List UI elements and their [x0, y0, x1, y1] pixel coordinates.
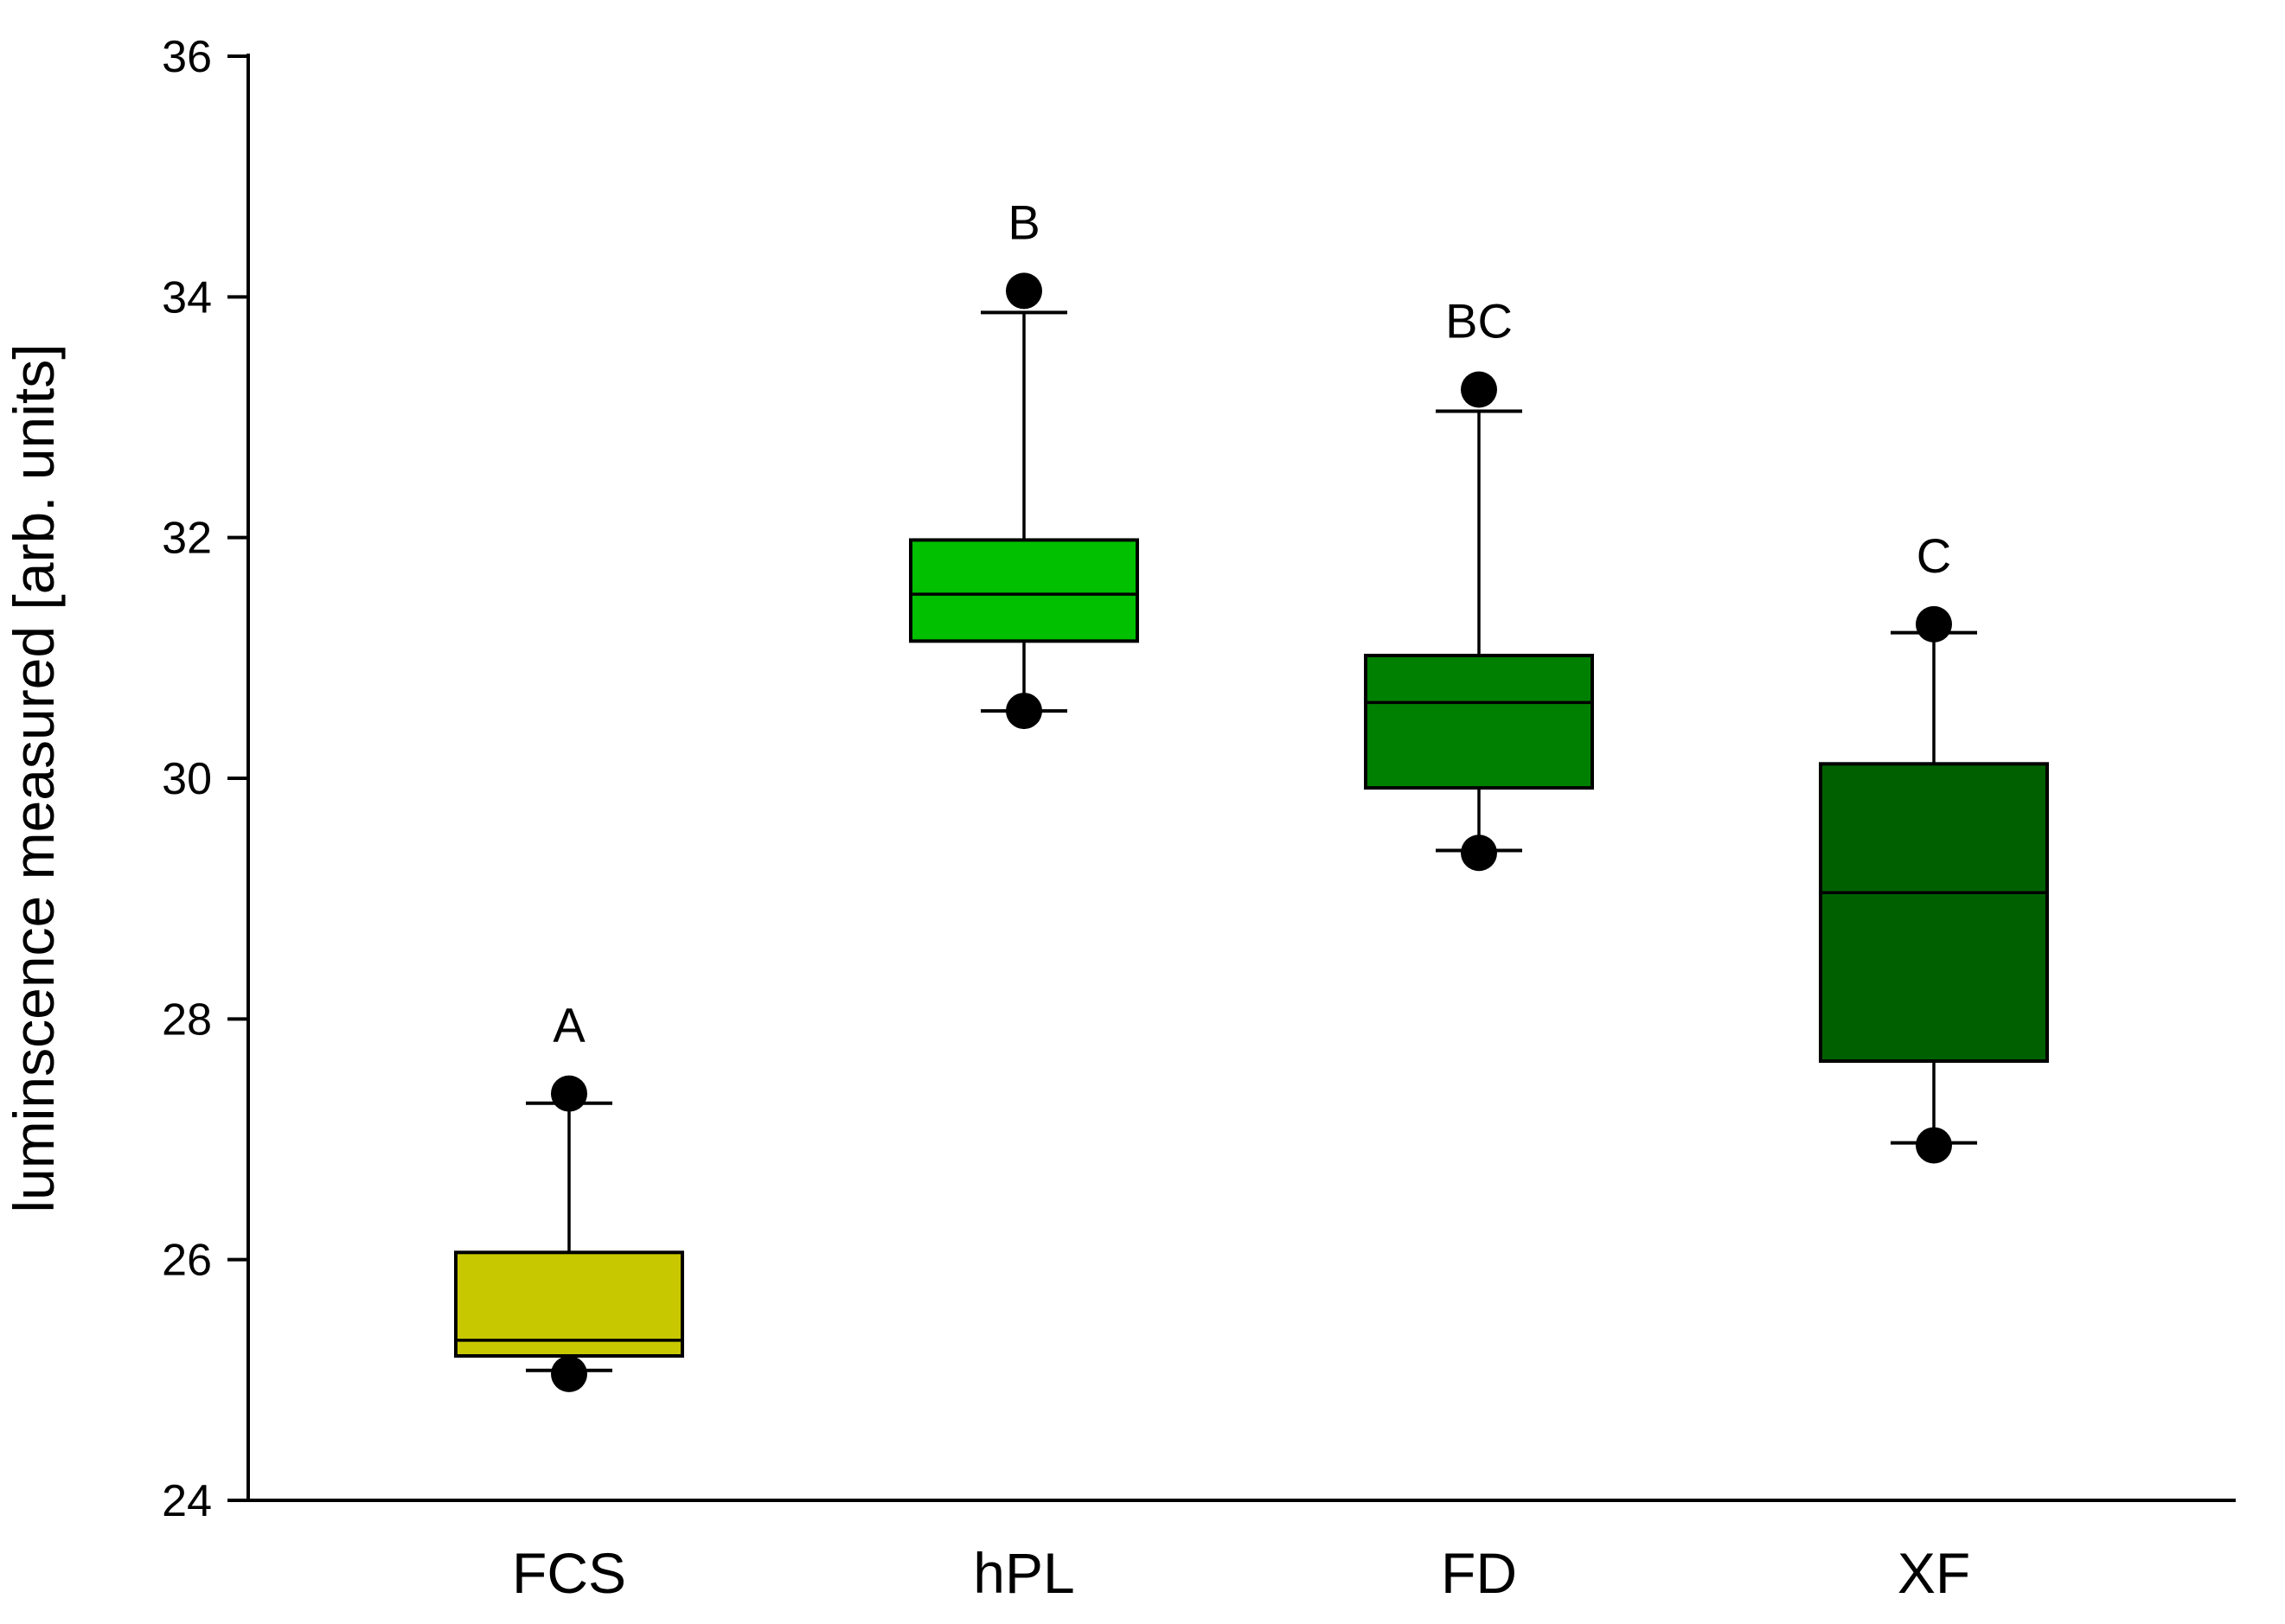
outlier-point	[1461, 371, 1497, 408]
y-tick-label: 32	[162, 514, 212, 564]
outlier-point	[551, 1355, 587, 1392]
x-category-label: FD	[1441, 1541, 1517, 1605]
box-fd	[1364, 654, 1594, 790]
y-tick-label: 36	[162, 32, 212, 82]
y-tick-label: 28	[162, 994, 212, 1045]
box-xf	[1819, 762, 2049, 1064]
significance-letter: B	[1008, 195, 1040, 249]
outlier-point	[1006, 272, 1042, 310]
y-tick-label: 30	[162, 754, 212, 804]
significance-letter: A	[553, 998, 586, 1052]
x-category-label: hPL	[973, 1541, 1074, 1605]
box-hpl	[909, 538, 1139, 643]
outlier-point	[1916, 605, 1952, 643]
y-tick-label: 24	[162, 1476, 212, 1526]
y-axis-title: luminscence measured [arb. units]	[2, 343, 66, 1212]
y-tick-label: 34	[162, 272, 212, 323]
outlier-point	[1006, 693, 1042, 730]
significance-letter: C	[1917, 528, 1951, 583]
box-fcs	[454, 1250, 684, 1358]
y-tick-label: 26	[162, 1236, 212, 1286]
outlier-point	[1916, 1127, 1952, 1164]
significance-letter: BC	[1445, 293, 1513, 348]
x-category-label: XF	[1898, 1541, 1970, 1605]
outlier-point	[1461, 834, 1497, 872]
outlier-point	[551, 1075, 587, 1112]
x-category-label: FCS	[512, 1541, 626, 1605]
